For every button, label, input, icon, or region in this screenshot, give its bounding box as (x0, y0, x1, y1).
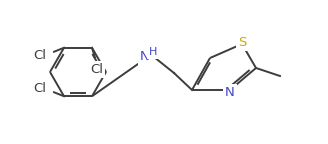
Text: S: S (238, 36, 246, 50)
Text: H: H (145, 51, 153, 61)
Text: Cl: Cl (33, 82, 47, 95)
Text: N: N (140, 51, 150, 64)
Text: N: N (225, 86, 235, 98)
Text: Cl: Cl (33, 49, 47, 62)
Text: H: H (149, 47, 157, 57)
Text: Cl: Cl (91, 63, 104, 76)
